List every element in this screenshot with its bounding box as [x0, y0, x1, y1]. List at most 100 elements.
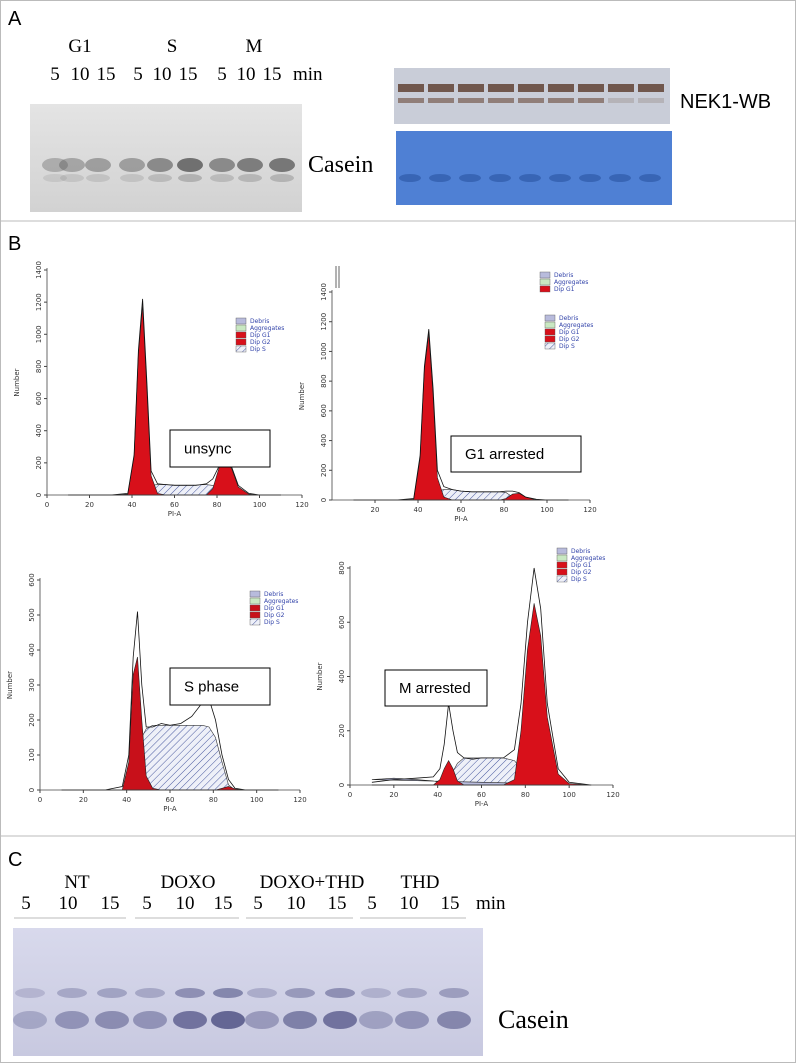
blot-label: Casein — [308, 152, 373, 178]
y-tick-label: 400 — [320, 434, 328, 447]
x-tick-label: 20 — [85, 501, 94, 509]
y-tick-label: 600 — [28, 573, 36, 586]
total-histogram — [353, 329, 569, 501]
band — [458, 84, 484, 92]
x-tick-label: 120 — [293, 796, 306, 804]
y-tick-label: 0 — [28, 788, 36, 792]
y-tick-label: 200 — [338, 724, 346, 737]
blot-label: Casein — [498, 1005, 569, 1034]
band — [609, 174, 631, 182]
band — [458, 98, 484, 103]
legend-swatch — [556, 568, 568, 576]
band — [325, 988, 355, 998]
y-axis-label: Number — [6, 671, 14, 699]
band — [178, 174, 202, 182]
band — [579, 174, 601, 182]
lane-label: 10 — [400, 893, 419, 914]
x-tick-label: 80 — [521, 791, 530, 799]
legend-label: Dip G1 — [554, 286, 575, 293]
legend-swatch — [556, 547, 568, 555]
legend-swatch — [556, 561, 568, 569]
legend-label: Dip G2 — [571, 569, 592, 576]
band — [210, 174, 234, 182]
group-label: M — [246, 36, 263, 57]
x-tick-label: 0 — [348, 791, 352, 799]
x-tick-label: 40 — [433, 791, 442, 799]
lane-label: 5 — [217, 64, 227, 85]
band — [639, 174, 661, 182]
legend-swatch — [539, 271, 551, 279]
lane-label: 5 — [50, 64, 60, 85]
band — [86, 174, 110, 182]
lane-label: 15 — [214, 893, 233, 914]
band — [548, 98, 574, 103]
group-label: THD — [400, 872, 439, 893]
lane-label: 10 — [59, 893, 78, 914]
x-tick-label: 20 — [371, 506, 380, 514]
y-tick-label: 300 — [28, 678, 36, 691]
lane-label: 15 — [328, 893, 347, 914]
band — [608, 98, 634, 103]
band — [459, 174, 481, 182]
legend-label: Debris — [559, 315, 578, 322]
legend-swatch — [235, 324, 247, 332]
band — [518, 98, 544, 103]
lane-label: 10 — [71, 64, 90, 85]
x-tick-label: 60 — [477, 791, 486, 799]
band — [237, 158, 263, 172]
lane-label: 15 — [97, 64, 116, 85]
band — [397, 988, 427, 998]
legend-label: Dip S — [264, 619, 280, 626]
y-tick-label: 1000 — [320, 343, 328, 361]
y-tick-label: 1200 — [35, 293, 43, 311]
x-axis-label: PI-A — [168, 510, 182, 518]
band — [95, 1011, 129, 1029]
y-tick-label: 600 — [320, 404, 328, 417]
lane-label: 10 — [176, 893, 195, 914]
legend-label: Dip G1 — [264, 605, 285, 612]
band — [85, 158, 111, 172]
x-tick-label: 120 — [295, 501, 308, 509]
x-tick-label: 120 — [583, 506, 596, 514]
lane-label: 15 — [263, 64, 282, 85]
band — [247, 988, 277, 998]
nek1-western-blot — [394, 68, 672, 205]
y-tick-label: 0 — [338, 783, 346, 787]
band — [175, 988, 205, 998]
legend-label: Dip G1 — [559, 329, 580, 336]
x-tick-label: 20 — [389, 791, 398, 799]
band — [549, 174, 571, 182]
legend-label: Aggregates — [571, 555, 605, 562]
y-tick-label: 500 — [28, 608, 36, 621]
band — [211, 1011, 245, 1029]
legend-label: Dip S — [250, 346, 266, 353]
legend-swatch — [249, 611, 261, 619]
band — [213, 988, 243, 998]
legend-label: Aggregates — [559, 322, 593, 329]
y-tick-label: 1000 — [35, 325, 43, 343]
y-tick-label: 200 — [28, 713, 36, 726]
histogram: 0 20 40 60 80 100 120 0 100 200 300 400 500 600 PI-A Nu… — [6, 573, 307, 813]
y-tick-label: 0 — [320, 498, 328, 502]
legend-swatch — [235, 331, 247, 339]
band — [638, 84, 664, 92]
band — [177, 158, 203, 172]
legend-label: Aggregates — [554, 279, 588, 286]
band — [361, 988, 391, 998]
group-label: NT — [64, 872, 90, 893]
legend-label: Dip G1 — [571, 562, 592, 569]
y-tick-label: 1400 — [35, 261, 43, 279]
histogram: 20 40 60 80 100 1200200400600800100012001400P… — [298, 266, 597, 523]
lane-label: 15 — [441, 893, 460, 914]
legend-swatch — [544, 314, 556, 322]
band — [97, 988, 127, 998]
y-tick-label: 1200 — [320, 313, 328, 331]
x-tick-label: 0 — [45, 501, 49, 509]
total-histogram — [68, 298, 281, 496]
band — [285, 988, 315, 998]
legend-swatch — [249, 604, 261, 612]
band — [519, 174, 541, 182]
band — [55, 1011, 89, 1029]
lane-label: 5 — [142, 893, 152, 914]
band — [42, 158, 68, 172]
